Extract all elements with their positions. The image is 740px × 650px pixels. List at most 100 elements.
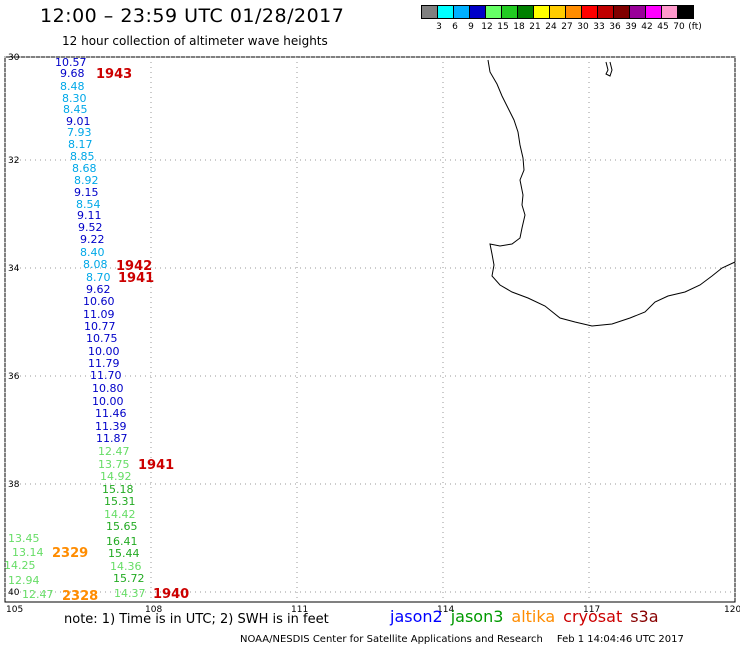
- satellite-name: jason2: [390, 607, 443, 626]
- pass-time-label: 2328: [62, 589, 98, 604]
- wave-height-value: 8.17: [68, 138, 93, 151]
- australia-coastline: [487, 59, 736, 327]
- wave-height-value: 8.30: [62, 92, 87, 105]
- wave-height-value: 15.72: [113, 572, 145, 585]
- latitude-tick-label: 32: [8, 156, 19, 166]
- legend-label: 3: [436, 22, 442, 32]
- wave-height-value: 7.93: [67, 126, 92, 139]
- credit-text: NOAA/NESDIS Center for Satellite Applica…: [240, 634, 543, 645]
- wave-height-value: 12.94: [8, 574, 40, 587]
- legend-label: 21: [529, 22, 541, 32]
- longitude-tick-label: 111: [291, 605, 308, 615]
- wave-height-value: 9.68: [60, 67, 85, 80]
- wave-height-value: 9.01: [66, 115, 91, 128]
- legend-label: 27: [561, 22, 573, 32]
- wave-height-value: 11.70: [90, 369, 122, 382]
- longitude-tick-label: 108: [145, 605, 162, 615]
- wave-height-value: 11.46: [95, 407, 127, 420]
- wave-height-value: 8.70: [86, 271, 111, 284]
- legend-label: 36: [609, 22, 621, 32]
- legend-label: 18: [513, 22, 525, 32]
- legend-label: 70: [673, 22, 685, 32]
- legend-label: 15: [497, 22, 509, 32]
- wave-height-value: 15.44: [108, 547, 140, 560]
- wave-height-value: 8.48: [60, 80, 85, 93]
- wave-height-value: 9.52: [78, 221, 103, 234]
- pass-time-label: 1941: [118, 271, 154, 286]
- wave-height-value: 16.41: [106, 535, 138, 548]
- wave-height-value: 14.25: [4, 559, 36, 572]
- legend-label: 45: [657, 22, 669, 32]
- wave-height-value: 14.42: [104, 508, 136, 521]
- legend-label: 24: [545, 22, 557, 32]
- wave-height-value: 10.77: [84, 320, 116, 333]
- axis-tick-labels: 30 32 34 36 38 40 105 108 111 114 117 120: [6, 53, 740, 615]
- wave-height-value: 11.87: [96, 432, 128, 445]
- satellite-name: cryosat: [563, 607, 623, 626]
- satellite-legend: jason2 jason3 altika cryosat s3a: [390, 607, 667, 626]
- wave-height-value: 9.15: [74, 186, 99, 199]
- wave-height-value: 11.79: [88, 357, 120, 370]
- legend-label: 33: [593, 22, 605, 32]
- wave-height-value: 10.80: [92, 382, 124, 395]
- map-title: 12:00 – 23:59 UTC 01/28/2017: [40, 5, 345, 27]
- legend-label: 42: [641, 22, 653, 32]
- wave-height-value: 14.37: [114, 587, 146, 600]
- wave-height-value: 10.00: [88, 345, 120, 358]
- legend-label: 9: [468, 22, 474, 32]
- wave-height-value: 12.47: [98, 445, 130, 458]
- wave-height-value: 10.75: [86, 332, 118, 345]
- wave-height-value: 15.65: [106, 520, 138, 533]
- map-subtitle: 12 hour collection of altimeter wave hei…: [62, 34, 328, 48]
- latitude-tick-label: 30: [8, 53, 20, 63]
- wave-height-observations: 10.579.688.488.308.459.017.938.178.858.6…: [4, 56, 146, 601]
- pass-time-label: 1941: [138, 458, 174, 473]
- wave-height-value: 12.47: [22, 588, 54, 601]
- credit-line: NOAA/NESDIS Center for Satellite Applica…: [240, 634, 684, 645]
- wave-height-value: 13.45: [8, 532, 40, 545]
- wave-height-value: 8.85: [70, 150, 95, 163]
- longitude-tick-label: 105: [6, 605, 23, 615]
- longitude-tick-label: 114: [437, 605, 454, 615]
- pass-time-label: 2329: [52, 546, 88, 561]
- generated-timestamp: Feb 1 14:04:46 UTC 2017: [556, 634, 684, 645]
- longitude-tick-label: 120: [724, 605, 740, 615]
- wave-height-value: 8.54: [76, 198, 101, 211]
- wave-height-value: 10.60: [83, 295, 115, 308]
- wave-height-value: 11.09: [83, 308, 115, 321]
- legend-label: 39: [625, 22, 637, 32]
- wave-height-value: 8.68: [72, 162, 97, 175]
- pass-time-label: 1940: [153, 587, 189, 602]
- latitude-tick-label: 38: [8, 480, 20, 490]
- wave-height-value: 9.22: [80, 233, 105, 246]
- satellite-name: altika: [511, 607, 556, 626]
- wave-height-value: 14.36: [110, 560, 142, 573]
- wave-height-value: 15.18: [102, 483, 134, 496]
- wave-height-value: 9.62: [86, 283, 111, 296]
- satellite-name: jason3: [450, 607, 504, 626]
- latitude-tick-label: 34: [8, 264, 20, 274]
- wave-height-value: 13.14: [12, 546, 44, 559]
- wave-height-value: 8.92: [74, 174, 99, 187]
- legend-label: 6: [452, 22, 458, 32]
- map-grid: [4, 56, 736, 602]
- wave-height-value: 8.45: [63, 103, 88, 116]
- latitude-tick-label: 36: [8, 372, 20, 382]
- wave-height-color-legend: [421, 5, 694, 19]
- wave-height-value: 8.40: [80, 246, 105, 259]
- footnote: note: 1) Time is in UTC; 2) SWH is in fe…: [64, 612, 329, 627]
- wave-height-value: 8.08: [83, 258, 108, 271]
- pass-time-label: 1943: [96, 67, 132, 82]
- island-outline: [605, 61, 613, 77]
- legend-label: 30: [577, 22, 589, 32]
- legend-label: (ft): [688, 22, 702, 32]
- legend-label: 12: [481, 22, 493, 32]
- wave-height-value: 10.57: [55, 56, 87, 69]
- longitude-tick-label: 117: [583, 605, 600, 615]
- wave-height-value: 15.31: [104, 495, 136, 508]
- wave-height-value: 10.00: [92, 395, 124, 408]
- wave-height-value: 11.39: [95, 420, 127, 433]
- wave-height-value: 14.92: [100, 470, 132, 483]
